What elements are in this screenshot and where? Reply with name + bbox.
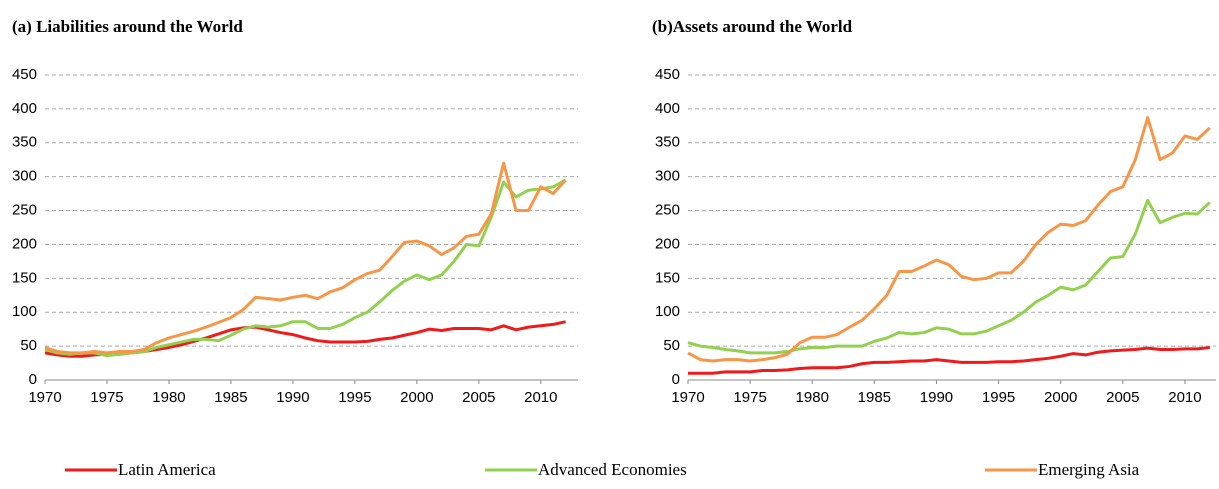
y-tick-label: 350 xyxy=(655,134,680,151)
y-tick-label: 50 xyxy=(20,337,37,354)
y-tick-label: 0 xyxy=(672,371,680,388)
x-tick-label: 2000 xyxy=(1044,389,1077,406)
y-tick-label: 250 xyxy=(655,202,680,219)
x-tick-label: 1980 xyxy=(796,389,829,406)
x-tick-label: 1990 xyxy=(920,389,953,406)
y-tick-label: 0 xyxy=(29,371,37,388)
x-tick-label: 1995 xyxy=(338,389,371,406)
x-tick-label: 2010 xyxy=(524,389,557,406)
x-tick-label: 2005 xyxy=(1106,389,1139,406)
y-tick-label: 150 xyxy=(12,269,37,286)
legend-label: Latin America xyxy=(118,460,216,479)
chart-title: (b)Assets around the World xyxy=(652,17,853,36)
x-tick-label: 1985 xyxy=(858,389,891,406)
y-tick-label: 400 xyxy=(12,100,37,117)
y-tick-label: 150 xyxy=(655,269,680,286)
y-tick-label: 300 xyxy=(655,168,680,185)
x-tick-label: 1975 xyxy=(733,389,766,406)
x-tick-label: 1975 xyxy=(90,389,123,406)
series-line xyxy=(687,198,1211,355)
legend-label: Emerging Asia xyxy=(1038,460,1140,479)
y-tick-label: 50 xyxy=(663,337,680,354)
x-tick-label: 2010 xyxy=(1168,389,1201,406)
x-tick-label: 1970 xyxy=(671,389,704,406)
y-tick-label: 450 xyxy=(12,66,37,83)
y-tick-label: 200 xyxy=(12,235,37,252)
chart-title: (a) Liabilities around the World xyxy=(12,17,243,36)
y-tick-label: 200 xyxy=(655,235,680,252)
y-tick-label: 250 xyxy=(12,202,37,219)
series-line xyxy=(44,161,567,355)
x-tick-label: 1990 xyxy=(276,389,309,406)
x-tick-label: 1985 xyxy=(214,389,247,406)
x-tick-label: 1970 xyxy=(28,389,61,406)
x-tick-label: 1995 xyxy=(982,389,1015,406)
y-tick-label: 450 xyxy=(655,66,680,83)
x-tick-label: 1980 xyxy=(152,389,185,406)
y-tick-label: 400 xyxy=(655,100,680,117)
x-tick-label: 2000 xyxy=(400,389,433,406)
y-tick-label: 350 xyxy=(12,134,37,151)
y-tick-label: 100 xyxy=(12,303,37,320)
series-line xyxy=(688,345,1210,375)
y-tick-label: 300 xyxy=(12,168,37,185)
y-tick-label: 100 xyxy=(655,303,680,320)
x-tick-label: 2005 xyxy=(462,389,495,406)
legend-label: Advanced Economies xyxy=(538,460,687,479)
series-line xyxy=(687,116,1211,363)
